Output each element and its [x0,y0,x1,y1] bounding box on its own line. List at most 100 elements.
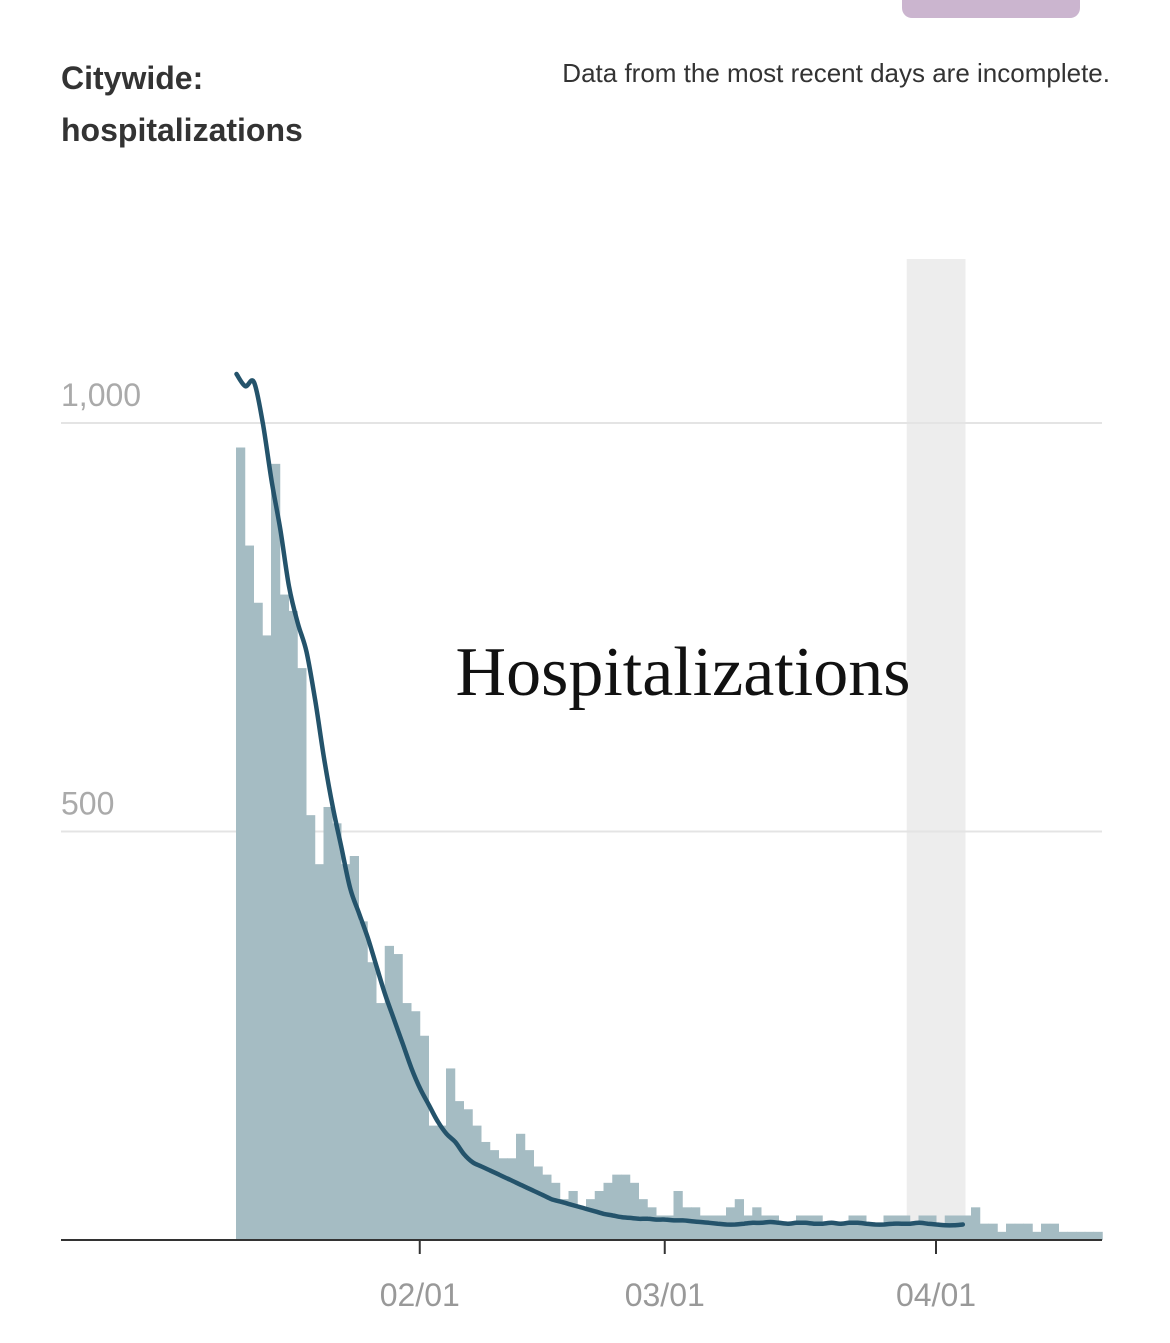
bar [393,954,403,1240]
bar [1049,1223,1059,1240]
bar [1041,1223,1051,1240]
bar [857,1215,867,1240]
bar [358,921,368,1240]
incomplete-data-note: Data from the most recent days are incom… [562,58,1110,88]
bar [848,1215,858,1240]
bar [822,1223,832,1240]
bar [341,864,351,1240]
x-tick-label: 04/01 [896,1277,976,1313]
bar [498,1158,508,1240]
bar [997,1231,1007,1240]
bar [594,1190,604,1240]
bar [621,1174,631,1240]
bar [664,1215,674,1240]
bar [839,1223,849,1240]
bar [419,1035,429,1240]
bar [682,1207,692,1240]
bar [446,1068,456,1240]
bar [743,1215,753,1240]
bar [507,1158,517,1240]
bar [1093,1231,1103,1240]
bar [787,1223,797,1240]
y-tick-label-500: 500 [61,786,114,822]
bar [673,1190,683,1240]
bar [454,1101,464,1240]
bar [349,856,359,1240]
bar [586,1199,596,1240]
bar [1067,1231,1077,1240]
bar [629,1182,639,1240]
x-tick-label: 03/01 [625,1277,705,1313]
bar [699,1215,709,1240]
bar [244,545,254,1240]
bar [524,1150,534,1240]
bar [376,1003,386,1240]
bar [918,1215,928,1240]
bar [708,1215,718,1240]
bar [778,1223,788,1240]
bar [962,1215,972,1240]
bar [1023,1223,1033,1240]
bar [489,1150,499,1240]
incomplete-data-band [906,259,966,1240]
chart-title: Citywide: hospitalizations [61,60,303,148]
bar [542,1174,552,1240]
bar [297,668,307,1240]
bar [1006,1223,1016,1240]
chart-annotation: Hospitalizations [456,634,911,711]
bar [656,1215,666,1240]
bar [734,1199,744,1240]
bar [253,602,263,1240]
bar [717,1215,727,1240]
top-menu-pill[interactable] [902,0,1080,18]
bar [979,1223,989,1240]
seven-day-average-line [234,371,966,1228]
bar [804,1215,814,1240]
bar [866,1223,876,1240]
bar [769,1215,779,1240]
bar [472,1125,482,1240]
bar [288,610,298,1240]
bar [1032,1231,1042,1240]
bar [428,1125,438,1240]
bar [936,1223,946,1240]
bar [384,945,394,1240]
bar [796,1215,806,1240]
bar [306,815,316,1240]
bar [953,1215,963,1240]
bar [314,864,324,1240]
bar [892,1215,902,1240]
bar [236,447,246,1240]
bar [437,1125,447,1240]
bar [831,1223,841,1240]
bar [367,962,377,1240]
bar [577,1207,587,1240]
bar [813,1215,823,1240]
x-tick-label: 02/01 [380,1277,460,1313]
bar [481,1141,491,1240]
bar [988,1223,998,1240]
bar [603,1182,613,1240]
bar [883,1215,893,1240]
bar [463,1109,473,1240]
bar [647,1207,657,1240]
bar [971,1207,981,1240]
bar [262,635,272,1240]
bar [323,806,333,1240]
bar [944,1215,954,1240]
y-tick-label-1000: 1,000 [61,377,141,413]
bar [761,1215,771,1240]
bar [402,1003,412,1240]
bar [927,1215,937,1240]
bar [279,594,289,1240]
bar [874,1223,884,1240]
bar [568,1190,578,1240]
bar [271,463,281,1241]
bar [1014,1223,1024,1240]
bar [901,1215,911,1240]
bar [559,1199,569,1240]
bar [1058,1231,1068,1240]
bar [533,1166,543,1240]
bar [1076,1231,1086,1240]
